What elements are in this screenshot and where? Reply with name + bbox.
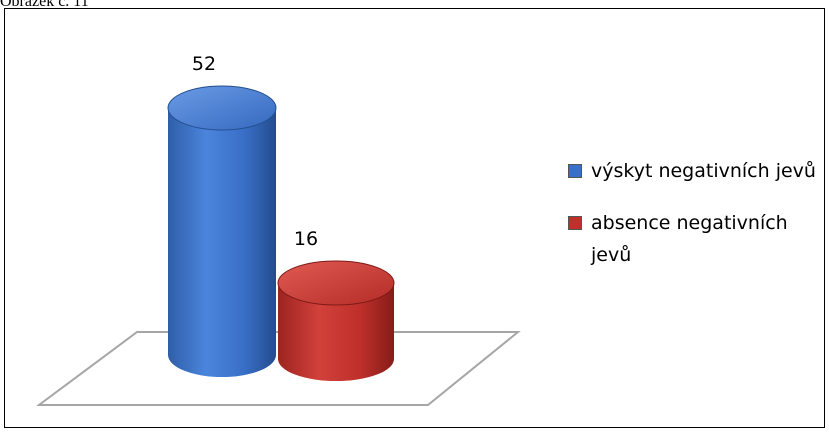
data-label-2: 16	[294, 228, 318, 250]
bar-top-1	[167, 85, 277, 131]
chart-legend: výskyt negativních jevů absence negativn…	[568, 155, 818, 291]
bar-2	[277, 260, 395, 381]
legend-label-1: výskyt negativních jevů	[591, 160, 816, 182]
legend-label-2: absence negativních jevů	[591, 212, 788, 266]
legend-entry-2: absence negativních jevů	[568, 207, 818, 271]
bar-1	[167, 85, 277, 377]
legend-swatch-2	[568, 216, 582, 230]
bar-body-2	[278, 283, 394, 381]
figure-caption: Obrázek č. 11	[0, 0, 89, 10]
data-label-1: 52	[192, 53, 216, 75]
bar-body-1	[168, 108, 276, 377]
bar-top-2	[277, 260, 395, 306]
legend-swatch-1	[568, 164, 582, 178]
legend-entry-1: výskyt negativních jevů	[568, 155, 818, 187]
